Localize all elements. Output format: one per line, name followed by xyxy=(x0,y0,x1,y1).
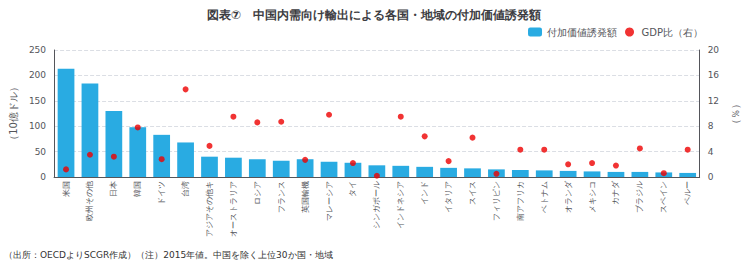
svg-text:8: 8 xyxy=(708,121,714,131)
svg-text:メキシコ: メキシコ xyxy=(588,181,597,213)
svg-text:韓国: 韓国 xyxy=(133,181,142,197)
svg-text:南アフリカ: 南アフリカ xyxy=(516,181,525,221)
svg-text:スイス: スイス xyxy=(468,181,477,205)
svg-text:台湾: 台湾 xyxy=(181,181,190,197)
svg-text:GDP比（右）: GDP比（右） xyxy=(642,27,703,38)
svg-text:付加価値誘発額: 付加価値誘発額 xyxy=(547,27,617,38)
svg-text:100: 100 xyxy=(29,121,46,131)
svg-text:（10億ドル）: （10億ドル） xyxy=(8,82,19,145)
svg-text:20: 20 xyxy=(708,45,720,55)
svg-text:英国輸機: 英国輸機 xyxy=(301,181,310,213)
svg-text:タイ: タイ xyxy=(348,181,357,197)
svg-text:200: 200 xyxy=(29,70,46,80)
svg-text:米国: 米国 xyxy=(62,181,71,197)
svg-text:150: 150 xyxy=(29,96,46,106)
svg-text:（出所：OECDよりSCGR作成）（注）2015年値。中国を: （出所：OECDよりSCGR作成）（注）2015年値。中国を除く上位30か国・地… xyxy=(4,250,333,260)
svg-text:ブラジル: ブラジル xyxy=(635,181,644,213)
svg-text:0: 0 xyxy=(40,172,46,182)
svg-text:オランダ: オランダ xyxy=(564,180,573,213)
svg-text:インド: インド xyxy=(420,181,429,205)
svg-text:（％）: （％） xyxy=(730,99,741,129)
svg-text:カナダ: カナダ xyxy=(611,180,620,205)
svg-text:オーストラリア: オーストラリア xyxy=(229,181,238,237)
svg-text:欧州その他: 欧州その他 xyxy=(85,181,94,221)
svg-text:イタリア: イタリア xyxy=(444,181,453,213)
svg-text:ドイツ: ドイツ xyxy=(157,181,166,205)
svg-text:フランス: フランス xyxy=(277,181,286,213)
svg-text:250: 250 xyxy=(29,45,46,55)
svg-text:日本: 日本 xyxy=(109,181,118,197)
svg-text:50: 50 xyxy=(35,147,47,157)
svg-text:アジアその他キ: アジアその他キ xyxy=(205,181,214,237)
svg-text:スペイン: スペイン xyxy=(659,181,668,213)
svg-text:シンガポール: シンガポール xyxy=(372,181,381,229)
svg-text:図表⑦ 中国内需向け輸出による各国・地域の付加価値誘発額: 図表⑦ 中国内需向け輸出による各国・地域の付加価値誘発額 xyxy=(207,8,541,22)
svg-text:インドネシア: インドネシア xyxy=(396,181,405,229)
svg-text:16: 16 xyxy=(708,70,720,80)
svg-text:ペルー: ペルー xyxy=(683,181,692,205)
svg-text:ベトナム: ベトナム xyxy=(540,181,549,213)
svg-text:フィリピン: フィリピン xyxy=(492,181,501,221)
svg-text:12: 12 xyxy=(708,96,719,106)
svg-text:4: 4 xyxy=(708,147,714,157)
svg-text:マレーシア: マレーシア xyxy=(325,181,334,221)
svg-text:ロシア: ロシア xyxy=(253,181,262,205)
svg-text:0: 0 xyxy=(708,172,714,182)
